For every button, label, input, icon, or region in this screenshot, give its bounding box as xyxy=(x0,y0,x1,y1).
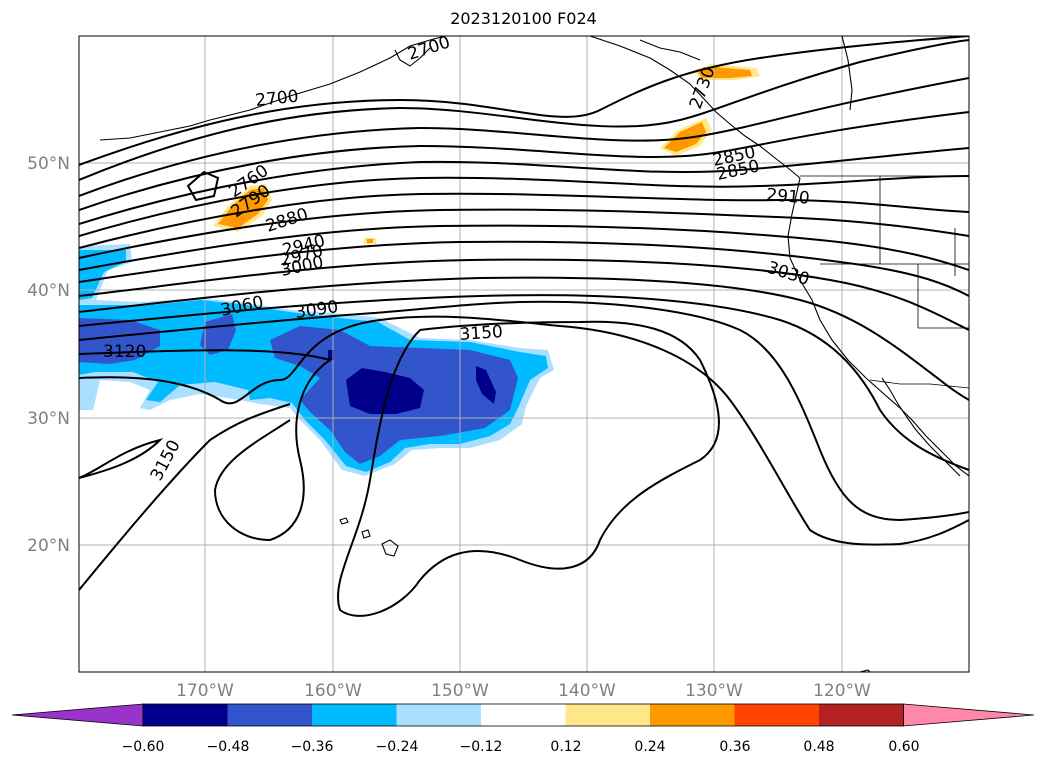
colorbar-segment xyxy=(734,704,820,726)
contour-label: 3150 xyxy=(459,322,504,345)
contour-label: 2700 xyxy=(254,87,299,111)
lon-label-170w: 170°W xyxy=(176,681,234,701)
colorbar-segment xyxy=(312,704,397,726)
colorbar-segment xyxy=(650,704,735,726)
colorbar-tick: −0.24 xyxy=(376,739,419,755)
colorbar-segment xyxy=(481,704,566,726)
colorbar-segment xyxy=(565,704,651,726)
colorbar-segment xyxy=(227,704,313,726)
colorbar-tick: 0.24 xyxy=(634,739,665,755)
colorbar-segment xyxy=(396,704,482,726)
colorbar xyxy=(11,703,1035,727)
colorbar-frame xyxy=(142,703,904,727)
colorbar-tick: −0.48 xyxy=(207,739,250,755)
lon-label-140w: 140°W xyxy=(558,681,616,701)
colorbar-extend-max xyxy=(903,703,1035,727)
colorbar-tick: −0.36 xyxy=(291,739,334,755)
contour-label: 2880 xyxy=(263,204,310,236)
map-area: 2700 2760 2790 2880 2940 2970 3000 3060 … xyxy=(79,32,969,672)
longitude-labels: 170°W 160°W 150°W 140°W 130°W 120°W xyxy=(176,681,871,701)
contour-label: 2700 xyxy=(405,32,452,64)
map-title: 2023120100 F024 xyxy=(450,9,597,28)
colorbar-extend-min xyxy=(11,703,144,727)
colorbar-segment xyxy=(819,704,904,726)
colorbar-tick: 0.48 xyxy=(803,739,834,755)
colorbar-tick: 0.60 xyxy=(888,739,919,755)
lat-label-30n: 30°N xyxy=(27,409,70,429)
lon-label-130w: 130°W xyxy=(685,681,743,701)
graticule xyxy=(79,36,969,672)
colorbar-segment xyxy=(143,704,228,726)
lon-label-150w: 150°W xyxy=(431,681,489,701)
negative-anomaly-blue xyxy=(79,314,518,464)
contour-label: 3030 xyxy=(764,258,811,290)
colorbar-tick: 0.12 xyxy=(550,739,581,755)
lat-label-20n: 20°N xyxy=(27,536,70,556)
contour-label: 3150 xyxy=(147,437,185,485)
map-frame xyxy=(78,35,970,673)
colorbar-tick-labels: −0.60 −0.48 −0.36 −0.24 −0.12 0.12 0.24 … xyxy=(122,739,920,755)
lat-label-50n: 50°N xyxy=(27,154,70,174)
shaded-anomaly-areas xyxy=(79,64,760,476)
lon-label-160w: 160°W xyxy=(304,681,362,701)
negative-anomaly-navy xyxy=(328,350,496,414)
latitude-labels: 50°N 40°N 30°N 20°N xyxy=(27,154,70,556)
contour-label: 3120 xyxy=(103,342,146,362)
colorbar-tick: −0.60 xyxy=(122,739,165,755)
colorbar-tick: −0.12 xyxy=(460,739,503,755)
height-contours xyxy=(79,36,969,617)
contour-label: 2910 xyxy=(766,185,811,209)
lon-label-120w: 120°W xyxy=(813,681,871,701)
political-borders xyxy=(800,175,969,389)
colorbar-tick: 0.36 xyxy=(719,739,750,755)
lat-label-40n: 40°N xyxy=(27,281,70,301)
